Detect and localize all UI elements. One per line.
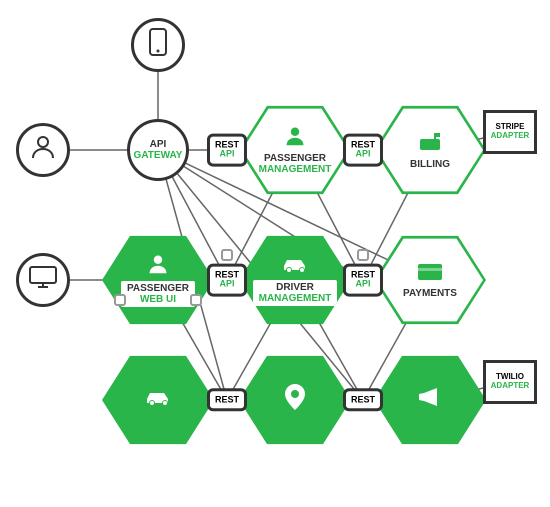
hex-passenger_ui: PASSENGERWEB UI: [102, 232, 214, 328]
adapter-twilio: TWILIOADAPTER: [483, 360, 537, 404]
user-solid-icon: [284, 125, 306, 150]
pin-white-icon: [285, 384, 305, 413]
car-white-icon: [143, 387, 173, 410]
hex-title: PASSENGER: [264, 153, 326, 164]
monitor-icon: [28, 264, 58, 293]
rest-title: REST: [351, 395, 375, 404]
card-icon: [416, 262, 444, 285]
rest-r6: REST: [343, 388, 383, 411]
hex-megaphone: [374, 352, 486, 448]
mega-white-icon: [417, 386, 443, 411]
port-2: [114, 294, 126, 306]
hex-sub: WEB UI: [127, 294, 189, 305]
circle-mobile: [131, 18, 185, 72]
rest-r4: RESTAPI: [343, 264, 383, 297]
mobile-icon: [147, 27, 169, 60]
diagram-canvas: APIGATEWAYPASSENGERMANAGEMENTBILLINGPASS…: [0, 0, 550, 507]
hex-title: BILLING: [410, 159, 450, 170]
hex-title: PAYMENTS: [403, 288, 457, 299]
user-icon: [30, 134, 56, 163]
port-1: [357, 249, 369, 261]
hex-label-bg: DRIVERMANAGEMENT: [253, 280, 338, 306]
hex-passenger_mgmt: PASSENGERMANAGEMENT: [239, 102, 351, 198]
rest-sub: API: [215, 280, 239, 289]
hex-driver_mgmt: DRIVERMANAGEMENT: [239, 232, 351, 328]
circle-monitor: [16, 253, 70, 307]
rest-sub: API: [215, 150, 239, 159]
hex-payments: PAYMENTS: [374, 232, 486, 328]
adapter-sub: ADAPTER: [491, 382, 530, 391]
circle-sub: GATEWAY: [134, 150, 183, 161]
car-white-icon: [280, 254, 310, 277]
hex-billing: BILLING: [374, 102, 486, 198]
hex-title: DRIVER: [259, 282, 332, 293]
rest-title: REST: [215, 395, 239, 404]
rest-r3: RESTAPI: [207, 264, 247, 297]
adapter-sub: ADAPTER: [491, 132, 530, 141]
port-3: [190, 294, 202, 306]
hex-car: [102, 352, 214, 448]
user-white-icon: [147, 253, 169, 278]
circle-title: API: [150, 139, 167, 150]
rest-sub: API: [351, 150, 375, 159]
hex-sub: MANAGEMENT: [259, 164, 332, 175]
circle-user: [16, 123, 70, 177]
mailbox-icon: [417, 131, 443, 156]
hex-label-bg: PASSENGERWEB UI: [121, 281, 195, 307]
circle-gateway: APIGATEWAY: [127, 119, 189, 181]
rest-r5: REST: [207, 388, 247, 411]
port-0: [221, 249, 233, 261]
hex-sub: MANAGEMENT: [259, 293, 332, 304]
adapter-stripe: STRIPEADAPTER: [483, 110, 537, 154]
rest-sub: API: [351, 280, 375, 289]
hex-title: PASSENGER: [127, 283, 189, 294]
rest-r1: RESTAPI: [207, 134, 247, 167]
hex-pin: [239, 352, 351, 448]
rest-r2: RESTAPI: [343, 134, 383, 167]
